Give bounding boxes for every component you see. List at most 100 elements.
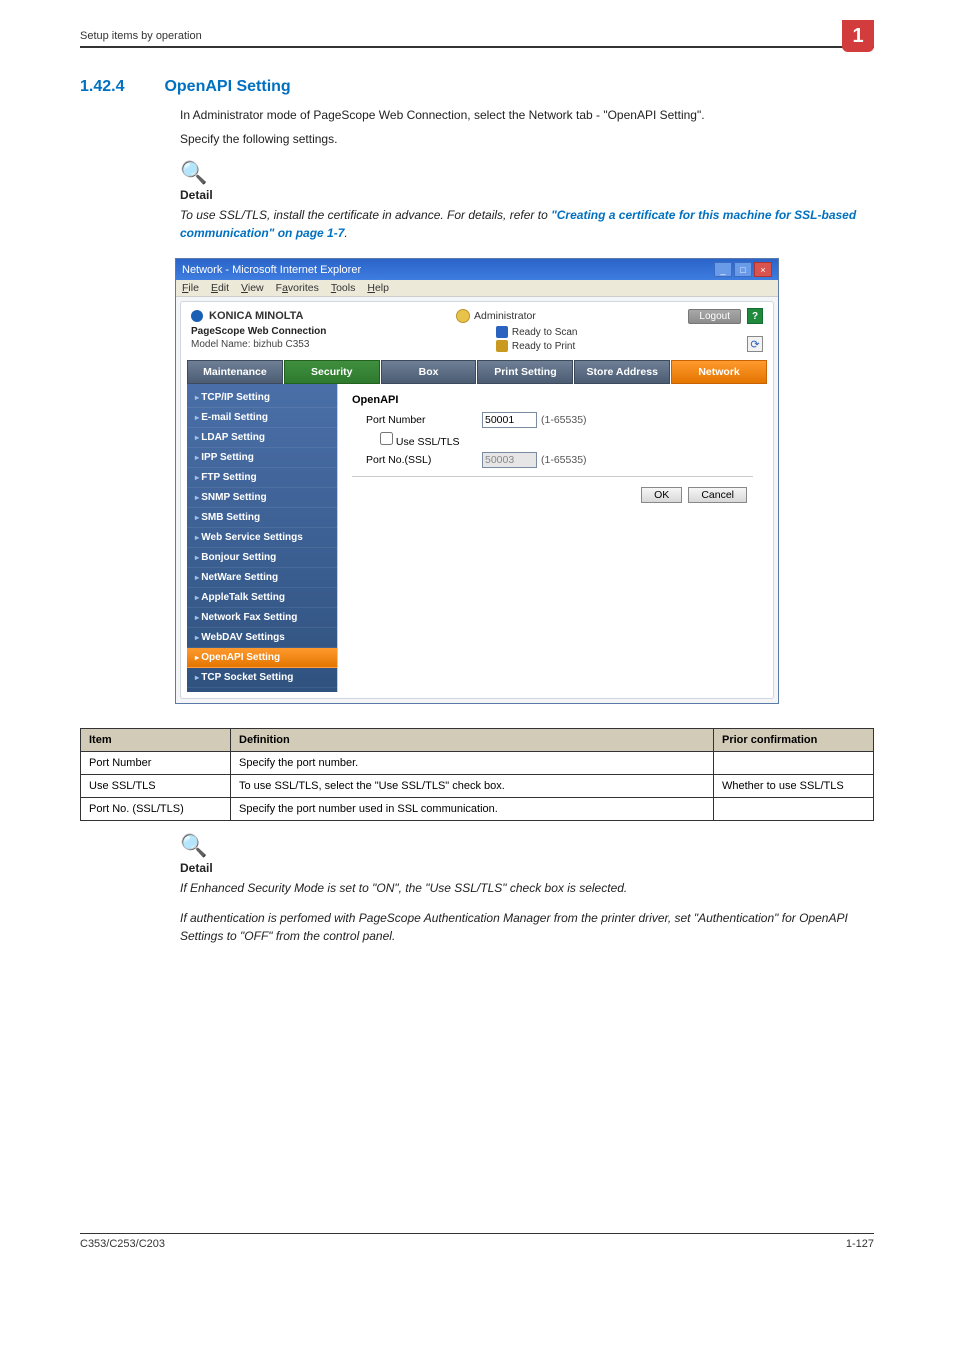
tab-security[interactable]: Security [284,360,380,384]
screenshot-window: Network - Microsoft Internet Explorer _ … [175,258,779,704]
th-definition: Definition [231,729,714,752]
sidebar-item-openapi[interactable]: OpenAPI Setting [187,648,337,668]
logout-button[interactable]: Logout [688,309,741,324]
definition-table: Item Definition Prior confirmation Port … [80,728,874,821]
sidebar-item-email[interactable]: E-mail Setting [187,408,337,428]
tabs: Maintenance Security Box Print Setting S… [187,360,767,384]
chapter-badge: 1 [842,20,874,52]
ssl-checkbox[interactable] [380,432,393,445]
menu-view[interactable]: View [241,282,264,294]
brand: KONICA MINOLTA [191,310,304,322]
model-name: Model Name: bizhub C353 [191,339,326,350]
main-pane: OpenAPI Port Number (1-65535) Use SSL/TL… [337,384,767,692]
form-heading: OpenAPI [352,394,753,406]
sidebar-item-tcpsocket[interactable]: TCP Socket Setting [187,668,337,688]
section-heading: 1.42.4 OpenAPI Setting [80,78,874,96]
minimize-button[interactable]: _ [714,262,732,277]
status-print: Ready to Print [512,341,575,352]
cell-definition: To use SSL/TLS, select the "Use SSL/TLS"… [231,775,714,798]
footer-page: 1-127 [846,1238,874,1250]
detail-label: Detail [180,188,874,202]
cell-prior [714,752,874,775]
admin-icon [456,309,470,323]
section-number: 1.42.4 [80,78,160,96]
cancel-button[interactable]: Cancel [688,487,747,503]
detail-note-2: 🔍 Detail If Enhanced Security Mode is se… [180,833,874,945]
close-button[interactable]: × [754,262,772,277]
status-scan: Ready to Scan [512,327,578,338]
menu-edit[interactable]: Edit [211,282,229,294]
sidebar-item-ldap[interactable]: LDAP Setting [187,428,337,448]
portssl-input [482,452,537,468]
admin-text: Administrator [474,310,536,322]
sidebar-item-tcpip[interactable]: TCP/IP Setting [187,388,337,408]
ssl-checkbox-row: Use SSL/TLS [352,432,482,448]
brand-text: KONICA MINOLTA [209,310,304,322]
sidebar-item-netware[interactable]: NetWare Setting [187,568,337,588]
th-item: Item [81,729,231,752]
detail-text: To use SSL/TLS, install the certificate … [180,206,874,242]
footer-model: C353/C253/C203 [80,1238,165,1250]
breadcrumb: Setup items by operation [80,30,874,44]
menu-help[interactable]: Help [367,282,389,294]
table-row: Port No. (SSL/TLS) Specify the port numb… [81,798,874,821]
intro-line-2: Specify the following settings. [180,130,874,148]
tab-print-setting[interactable]: Print Setting [477,360,573,384]
magnifier-icon: 🔍 [180,833,874,859]
tab-box[interactable]: Box [381,360,477,384]
status-lines: Ready to Scan Ready to Print [496,326,578,352]
detail-text-after: . [344,226,347,240]
sidebar-item-bonjour[interactable]: Bonjour Setting [187,548,337,568]
sidebar-item-webdav[interactable]: WebDAV Settings [187,628,337,648]
detail-note-1: 🔍 Detail To use SSL/TLS, install the cer… [180,160,874,242]
ie-menubar: FFileile Edit View Favorites Tools Help [176,280,778,297]
window-buttons: _ □ × [714,262,772,277]
header-rule [80,46,874,48]
port-input[interactable] [482,412,537,428]
sidebar-item-netfax[interactable]: Network Fax Setting [187,608,337,628]
cell-item: Port No. (SSL/TLS) [81,798,231,821]
tab-network[interactable]: Network [671,360,767,384]
th-prior: Prior confirmation [714,729,874,752]
side-nav: TCP/IP Setting E-mail Setting LDAP Setti… [187,384,337,692]
menu-file[interactable]: FFileile [182,282,199,294]
detail-text-p2: If authentication is perfomed with PageS… [180,909,874,945]
tab-maintenance[interactable]: Maintenance [187,360,283,384]
section-title: OpenAPI Setting [164,78,290,95]
ie-titlebar: Network - Microsoft Internet Explorer _ … [176,259,778,280]
ssl-label: Use SSL/TLS [396,436,460,448]
cell-definition: Specify the port number. [231,752,714,775]
sidebar-item-appletalk[interactable]: AppleTalk Setting [187,588,337,608]
detail-label: Detail [180,861,874,875]
portssl-range: (1-65535) [541,454,587,466]
refresh-button[interactable]: ⟳ [747,336,763,352]
ok-button[interactable]: OK [641,487,682,503]
menu-favorites[interactable]: Favorites [276,282,319,294]
cell-prior [714,798,874,821]
cell-item: Port Number [81,752,231,775]
sidebar-item-snmp[interactable]: SNMP Setting [187,488,337,508]
connection-label: PageScope Web Connection [191,326,326,337]
table-row: Port Number Specify the port number. [81,752,874,775]
detail-text-p1: If Enhanced Security Mode is set to "ON"… [180,879,874,897]
cell-definition: Specify the port number used in SSL comm… [231,798,714,821]
sidebar-item-webservice[interactable]: Web Service Settings [187,528,337,548]
table-row: Use SSL/TLS To use SSL/TLS, select the "… [81,775,874,798]
help-button[interactable]: ? [747,308,763,324]
ie-title: Network - Microsoft Internet Explorer [182,264,361,276]
port-range: (1-65535) [541,414,587,426]
port-label: Port Number [352,414,482,426]
sidebar-item-ipp[interactable]: IPP Setting [187,448,337,468]
admin-label: Administrator [456,309,536,323]
page-footer: C353/C253/C203 1-127 [80,1233,874,1250]
portssl-label: Port No.(SSL) [352,454,482,466]
detail-text-before: To use SSL/TLS, install the certificate … [180,208,551,222]
menu-tools[interactable]: Tools [331,282,356,294]
sidebar-item-smb[interactable]: SMB Setting [187,508,337,528]
tab-store-address[interactable]: Store Address [574,360,670,384]
cell-prior: Whether to use SSL/TLS [714,775,874,798]
maximize-button[interactable]: □ [734,262,752,277]
cell-item: Use SSL/TLS [81,775,231,798]
sidebar-item-ftp[interactable]: FTP Setting [187,468,337,488]
app-frame: KONICA MINOLTA Administrator Logout ? Pa… [180,301,774,699]
